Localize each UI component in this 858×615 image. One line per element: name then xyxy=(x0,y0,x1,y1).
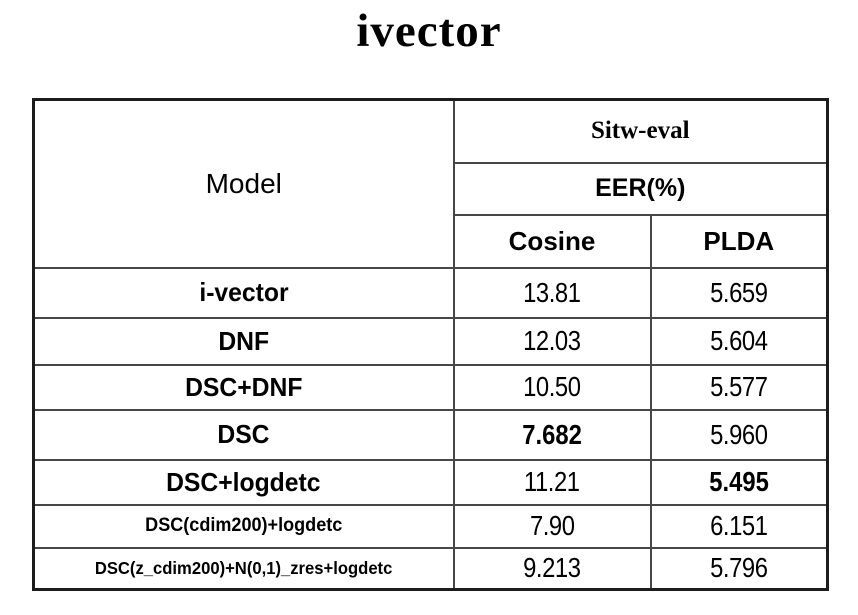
model-cell: DSC(cdim200)+logdetc xyxy=(32,503,455,549)
plda-cell: 5.796 xyxy=(649,546,829,591)
model-label: i-vector xyxy=(199,277,289,307)
cosine-cell: 7.90 xyxy=(452,503,652,549)
group-header-sitw-eval: Sitw-eval xyxy=(452,98,829,164)
cosine-cell: 12.03 xyxy=(452,316,652,366)
plda-cell: 5.604 xyxy=(649,316,829,366)
cosine-value: 11.21 xyxy=(524,466,580,497)
table-row: DSC(z_cdim200)+N(0,1)_zres+logdetc 9.213… xyxy=(32,546,829,591)
model-label: DSC+DNF xyxy=(185,371,303,402)
header-row-metric: EER(%) xyxy=(34,161,829,216)
page-title: ivector xyxy=(356,5,502,57)
model-cell: DSC(z_cdim200)+N(0,1)_zres+logdetc xyxy=(32,546,455,591)
plda-value: 5.495 xyxy=(708,466,769,497)
table-row: DSC(cdim200)+logdetc 7.90 6.151 xyxy=(32,503,829,549)
table-row: DSC+logdetc 11.21 5.495 xyxy=(32,458,829,506)
cosine-value: 13.81 xyxy=(523,276,581,308)
plda-cell: 5.495 xyxy=(649,458,829,506)
column-header-plda: PLDA xyxy=(649,213,829,269)
model-column-header: Model xyxy=(32,98,455,269)
cosine-value: 10.50 xyxy=(523,371,581,402)
model-label: DSC(cdim200)+logdetc xyxy=(145,515,343,536)
model-cell: DSC+DNF xyxy=(32,363,455,411)
model-label: DNF xyxy=(218,325,270,356)
model-label: DSC+logdetc xyxy=(166,466,321,497)
cosine-value: 12.03 xyxy=(523,325,581,356)
plda-cell: 5.659 xyxy=(649,266,829,319)
model-label: DSC xyxy=(217,419,270,449)
cosine-cell: 10.50 xyxy=(452,363,652,411)
cosine-value: 7.90 xyxy=(529,510,575,541)
cosine-cell: 7.682 xyxy=(452,408,652,461)
plda-value: 6.151 xyxy=(710,510,768,541)
metric-header-eer: EER(%) xyxy=(452,161,829,216)
results-table: Model Sitw-eval EER(%) Cosine PLDA i-vec… xyxy=(32,98,830,591)
table-row: DSC 7.682 5.960 xyxy=(32,408,829,461)
plda-value: 5.659 xyxy=(710,276,768,308)
model-cell: DNF xyxy=(32,316,455,366)
table-row: DSC+DNF 10.50 5.577 xyxy=(32,363,829,411)
cosine-cell: 9.213 xyxy=(452,546,652,591)
model-cell: DSC+logdetc xyxy=(32,458,455,506)
plda-value: 5.960 xyxy=(710,418,768,450)
plda-value: 5.604 xyxy=(710,325,768,356)
model-label: DSC(z_cdim200)+N(0,1)_zres+logdetc xyxy=(94,557,393,578)
plda-value: 5.796 xyxy=(710,552,768,584)
plda-cell: 6.151 xyxy=(649,503,829,549)
model-cell: i-vector xyxy=(32,266,455,319)
cosine-value: 9.213 xyxy=(523,552,581,584)
plda-value: 5.577 xyxy=(710,371,768,402)
header-row-columns: Cosine PLDA xyxy=(34,213,829,269)
plda-cell: 5.960 xyxy=(649,408,829,461)
column-header-cosine: Cosine xyxy=(452,213,652,269)
cosine-cell: 11.21 xyxy=(452,458,652,506)
cosine-cell: 13.81 xyxy=(452,266,652,319)
model-cell: DSC xyxy=(32,408,455,461)
cosine-value: 7.682 xyxy=(522,418,582,450)
table-row: i-vector 13.81 5.659 xyxy=(32,266,829,319)
table-row: DNF 12.03 5.604 xyxy=(32,316,829,366)
header-row-group: Model Sitw-eval xyxy=(32,98,829,269)
plda-cell: 5.577 xyxy=(649,363,829,411)
